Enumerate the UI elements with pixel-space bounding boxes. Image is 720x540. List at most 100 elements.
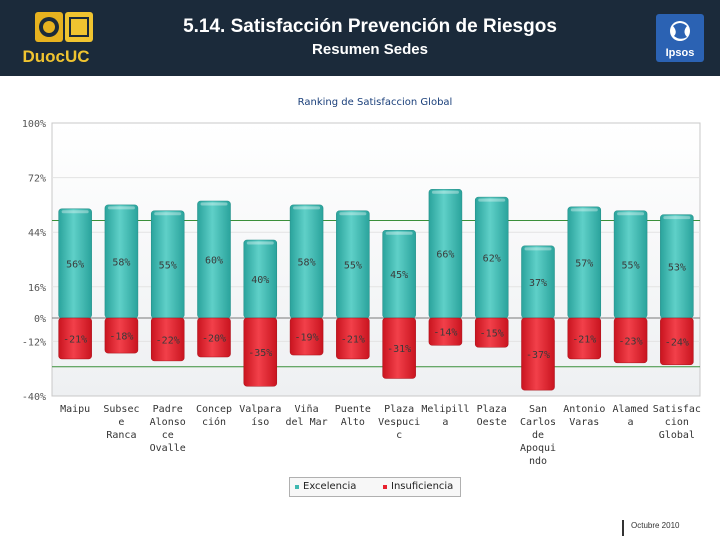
- legend-insuficiencia-label: Insuficiencia: [391, 481, 454, 492]
- data-label-insuficiencia: -20%: [202, 334, 226, 345]
- x-category-label: Valpara: [239, 404, 281, 415]
- x-category-label: a: [628, 417, 634, 428]
- ipsos-logo: Ipsos: [656, 14, 704, 62]
- y-tick-label: 72%: [28, 174, 46, 185]
- duoc-uc-logo: DuocUC: [22, 12, 93, 66]
- x-category-label: Ranca: [106, 430, 136, 441]
- y-tick-label: -12%: [22, 337, 46, 348]
- x-category-label: Padre: [153, 404, 183, 415]
- x-category-label: Subsec: [103, 404, 139, 415]
- bar-excelencia-highlight: [293, 206, 321, 210]
- bar-insuficiencia: [660, 317, 694, 366]
- x-category-label: Satisfac: [653, 404, 701, 415]
- data-label-excelencia: 57%: [575, 258, 593, 269]
- bar-insuficiencia: [474, 317, 509, 348]
- data-label-excelencia: 37%: [529, 278, 547, 289]
- bar-excelencia-highlight: [663, 216, 691, 220]
- bar-insuficiencia: [104, 317, 139, 354]
- x-category-label: Apoqui: [520, 443, 556, 454]
- data-label-insuficiencia: -21%: [63, 334, 87, 345]
- plot-area: [51, 122, 701, 397]
- data-label-insuficiencia: -37%: [526, 350, 550, 361]
- page-title: 5.14. Satisfacción Prevención de Riesgos: [183, 16, 557, 37]
- data-label-insuficiencia: -24%: [665, 337, 689, 348]
- x-category-label: Global: [659, 430, 695, 441]
- bar-excelencia-highlight: [61, 210, 89, 214]
- data-label-excelencia: 62%: [483, 254, 501, 265]
- bar-insuficiencia: [58, 317, 92, 360]
- bar-excelencia-highlight: [200, 202, 228, 206]
- bar-excelencia-highlight: [246, 241, 274, 245]
- data-label-excelencia: 60%: [205, 256, 223, 267]
- bar-excelencia-highlight: [570, 208, 598, 212]
- bar-insuficiencia: [613, 317, 648, 364]
- data-label-insuficiencia: -21%: [341, 334, 365, 345]
- bar-excelencia-highlight: [431, 190, 459, 194]
- x-category-label: e: [118, 417, 124, 428]
- bar-insuficiencia: [382, 317, 416, 379]
- bar-insuficiencia: [428, 317, 463, 346]
- data-label-insuficiencia: -35%: [248, 348, 272, 359]
- data-label-insuficiencia: -21%: [572, 334, 596, 345]
- data-label-excelencia: 55%: [344, 260, 362, 271]
- y-tick-label: 16%: [28, 283, 46, 294]
- bar-excelencia-highlight: [524, 247, 552, 251]
- x-category-label: Alto: [341, 417, 365, 428]
- legend-excelencia-swatch: [295, 485, 299, 489]
- chart-legend: Excelencia Insuficiencia: [289, 477, 461, 497]
- bar-excelencia-highlight: [339, 212, 367, 216]
- svg-text:DuocUC: DuocUC: [22, 47, 89, 66]
- data-label-excelencia: 58%: [112, 257, 130, 268]
- x-category-label: Vespuci: [378, 417, 420, 428]
- data-label-excelencia: 55%: [622, 260, 640, 271]
- bar-excelencia-highlight: [107, 206, 135, 210]
- page-subtitle: Resumen Sedes: [312, 41, 428, 58]
- footer-date: Octubre 2010: [631, 521, 680, 530]
- header-banner: DuocUC 5.14. Satisfacción Prevención de …: [0, 0, 720, 76]
- data-label-insuficiencia: -19%: [295, 333, 319, 344]
- bar-excelencia-highlight: [154, 212, 182, 216]
- data-label-insuficiencia: -14%: [433, 328, 457, 339]
- x-category-label: íso: [251, 416, 269, 428]
- bar-insuficiencia: [336, 317, 370, 360]
- x-category-label: San: [529, 404, 547, 415]
- bar-excelencia-highlight: [478, 198, 506, 202]
- x-category-label: Ovalle: [150, 443, 186, 454]
- legend-insuficiencia-swatch: [383, 485, 387, 489]
- bar-insuficiencia: [521, 317, 555, 391]
- x-category-label: Oeste: [477, 417, 507, 428]
- data-label-insuficiencia: -18%: [109, 332, 133, 343]
- x-category-label: cion: [665, 417, 689, 428]
- bar-excelencia-highlight: [385, 231, 413, 235]
- data-label-excelencia: 58%: [298, 257, 316, 268]
- bar-insuficiencia: [567, 317, 602, 360]
- legend-excelencia-label: Excelencia: [303, 481, 357, 492]
- y-tick-label: 0%: [34, 314, 46, 325]
- x-category-label: Maipu: [60, 404, 90, 415]
- svg-text:Ipsos: Ipsos: [666, 47, 695, 59]
- x-category-label: ción: [202, 416, 226, 428]
- y-tick-label: 44%: [28, 228, 46, 239]
- x-category-label: Puente: [335, 404, 371, 415]
- data-label-excelencia: 56%: [66, 259, 84, 270]
- bar-insuficiencia: [243, 317, 278, 387]
- data-label-excelencia: 55%: [159, 260, 177, 271]
- chart-title: Ranking de Satisfaccion Global: [297, 97, 453, 108]
- x-category-label: Concep: [196, 404, 232, 415]
- x-category-label: Plaza: [477, 404, 507, 415]
- x-category-label: Varas: [569, 417, 599, 428]
- data-label-insuficiencia: -31%: [387, 344, 411, 355]
- x-category-label: Carlos: [520, 417, 556, 428]
- x-category-label: Alonso: [150, 417, 186, 428]
- bar-excelencia-highlight: [617, 212, 645, 216]
- x-category-label: Melipill: [421, 404, 469, 415]
- bar-insuficiencia: [197, 317, 231, 358]
- bar-insuficiencia: [289, 317, 324, 356]
- x-category-label: del Mar: [285, 417, 327, 428]
- data-label-excelencia: 66%: [436, 250, 454, 261]
- footer-divider: [622, 520, 624, 536]
- x-category-label: Plaza: [384, 404, 414, 415]
- y-tick-label: 100%: [22, 119, 46, 130]
- y-tick-label: -40%: [22, 392, 46, 403]
